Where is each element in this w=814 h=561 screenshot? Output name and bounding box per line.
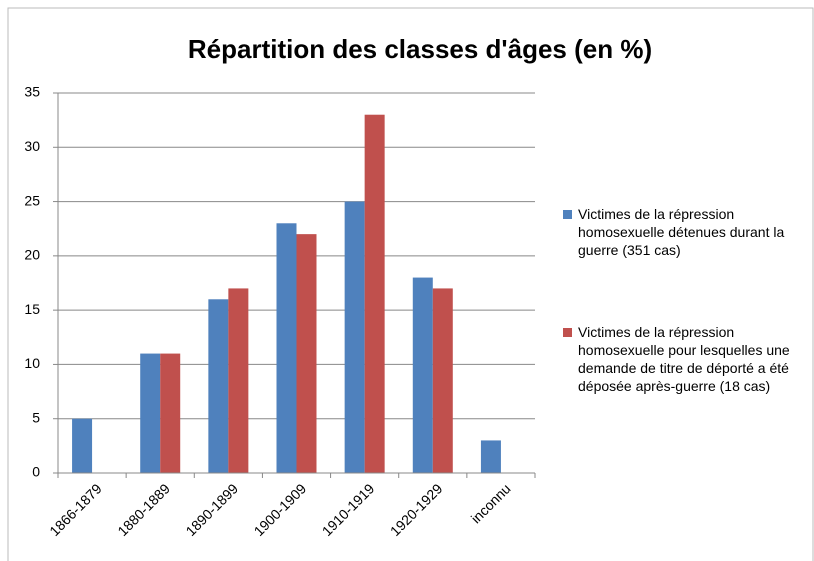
y-tick-label: 10 — [24, 355, 40, 371]
x-tick-label: inconnu — [468, 480, 514, 526]
y-tick-label: 5 — [32, 409, 40, 425]
x-tick-label: 1910-1919 — [319, 480, 378, 539]
x-tick-label: 1900-1909 — [251, 480, 310, 539]
y-tick-label: 0 — [32, 464, 40, 480]
bar — [364, 114, 385, 473]
bar — [480, 440, 501, 473]
x-tick-label: 1866-1879 — [46, 480, 105, 539]
legend-label: Victimes de la répression homosexuelle d… — [578, 206, 785, 258]
y-tick-label: 35 — [24, 84, 40, 100]
y-tick-label: 15 — [24, 301, 40, 317]
chart-title: Répartition des classes d'âges (en %) — [188, 34, 652, 64]
bar — [344, 201, 365, 474]
y-tick-label: 20 — [24, 247, 40, 263]
bar — [160, 353, 181, 473]
bar — [276, 223, 297, 473]
chart-border — [7, 7, 814, 561]
bar — [296, 234, 317, 473]
x-tick-label: 1890-1899 — [182, 480, 241, 539]
bar — [432, 288, 453, 473]
y-tick-label: 30 — [24, 138, 40, 154]
x-tick-label: 1920-1929 — [387, 480, 446, 539]
bar — [228, 288, 249, 473]
bar — [140, 353, 161, 473]
legend-label: Victimes de la répression homosexuelle p… — [578, 324, 790, 394]
legend-swatch — [563, 328, 572, 337]
x-tick-label: 1880-1889 — [114, 480, 173, 539]
bar — [208, 299, 229, 473]
legend-swatch — [563, 210, 572, 219]
bar — [72, 418, 93, 473]
y-tick-label: 25 — [24, 192, 40, 208]
bar — [412, 277, 433, 473]
